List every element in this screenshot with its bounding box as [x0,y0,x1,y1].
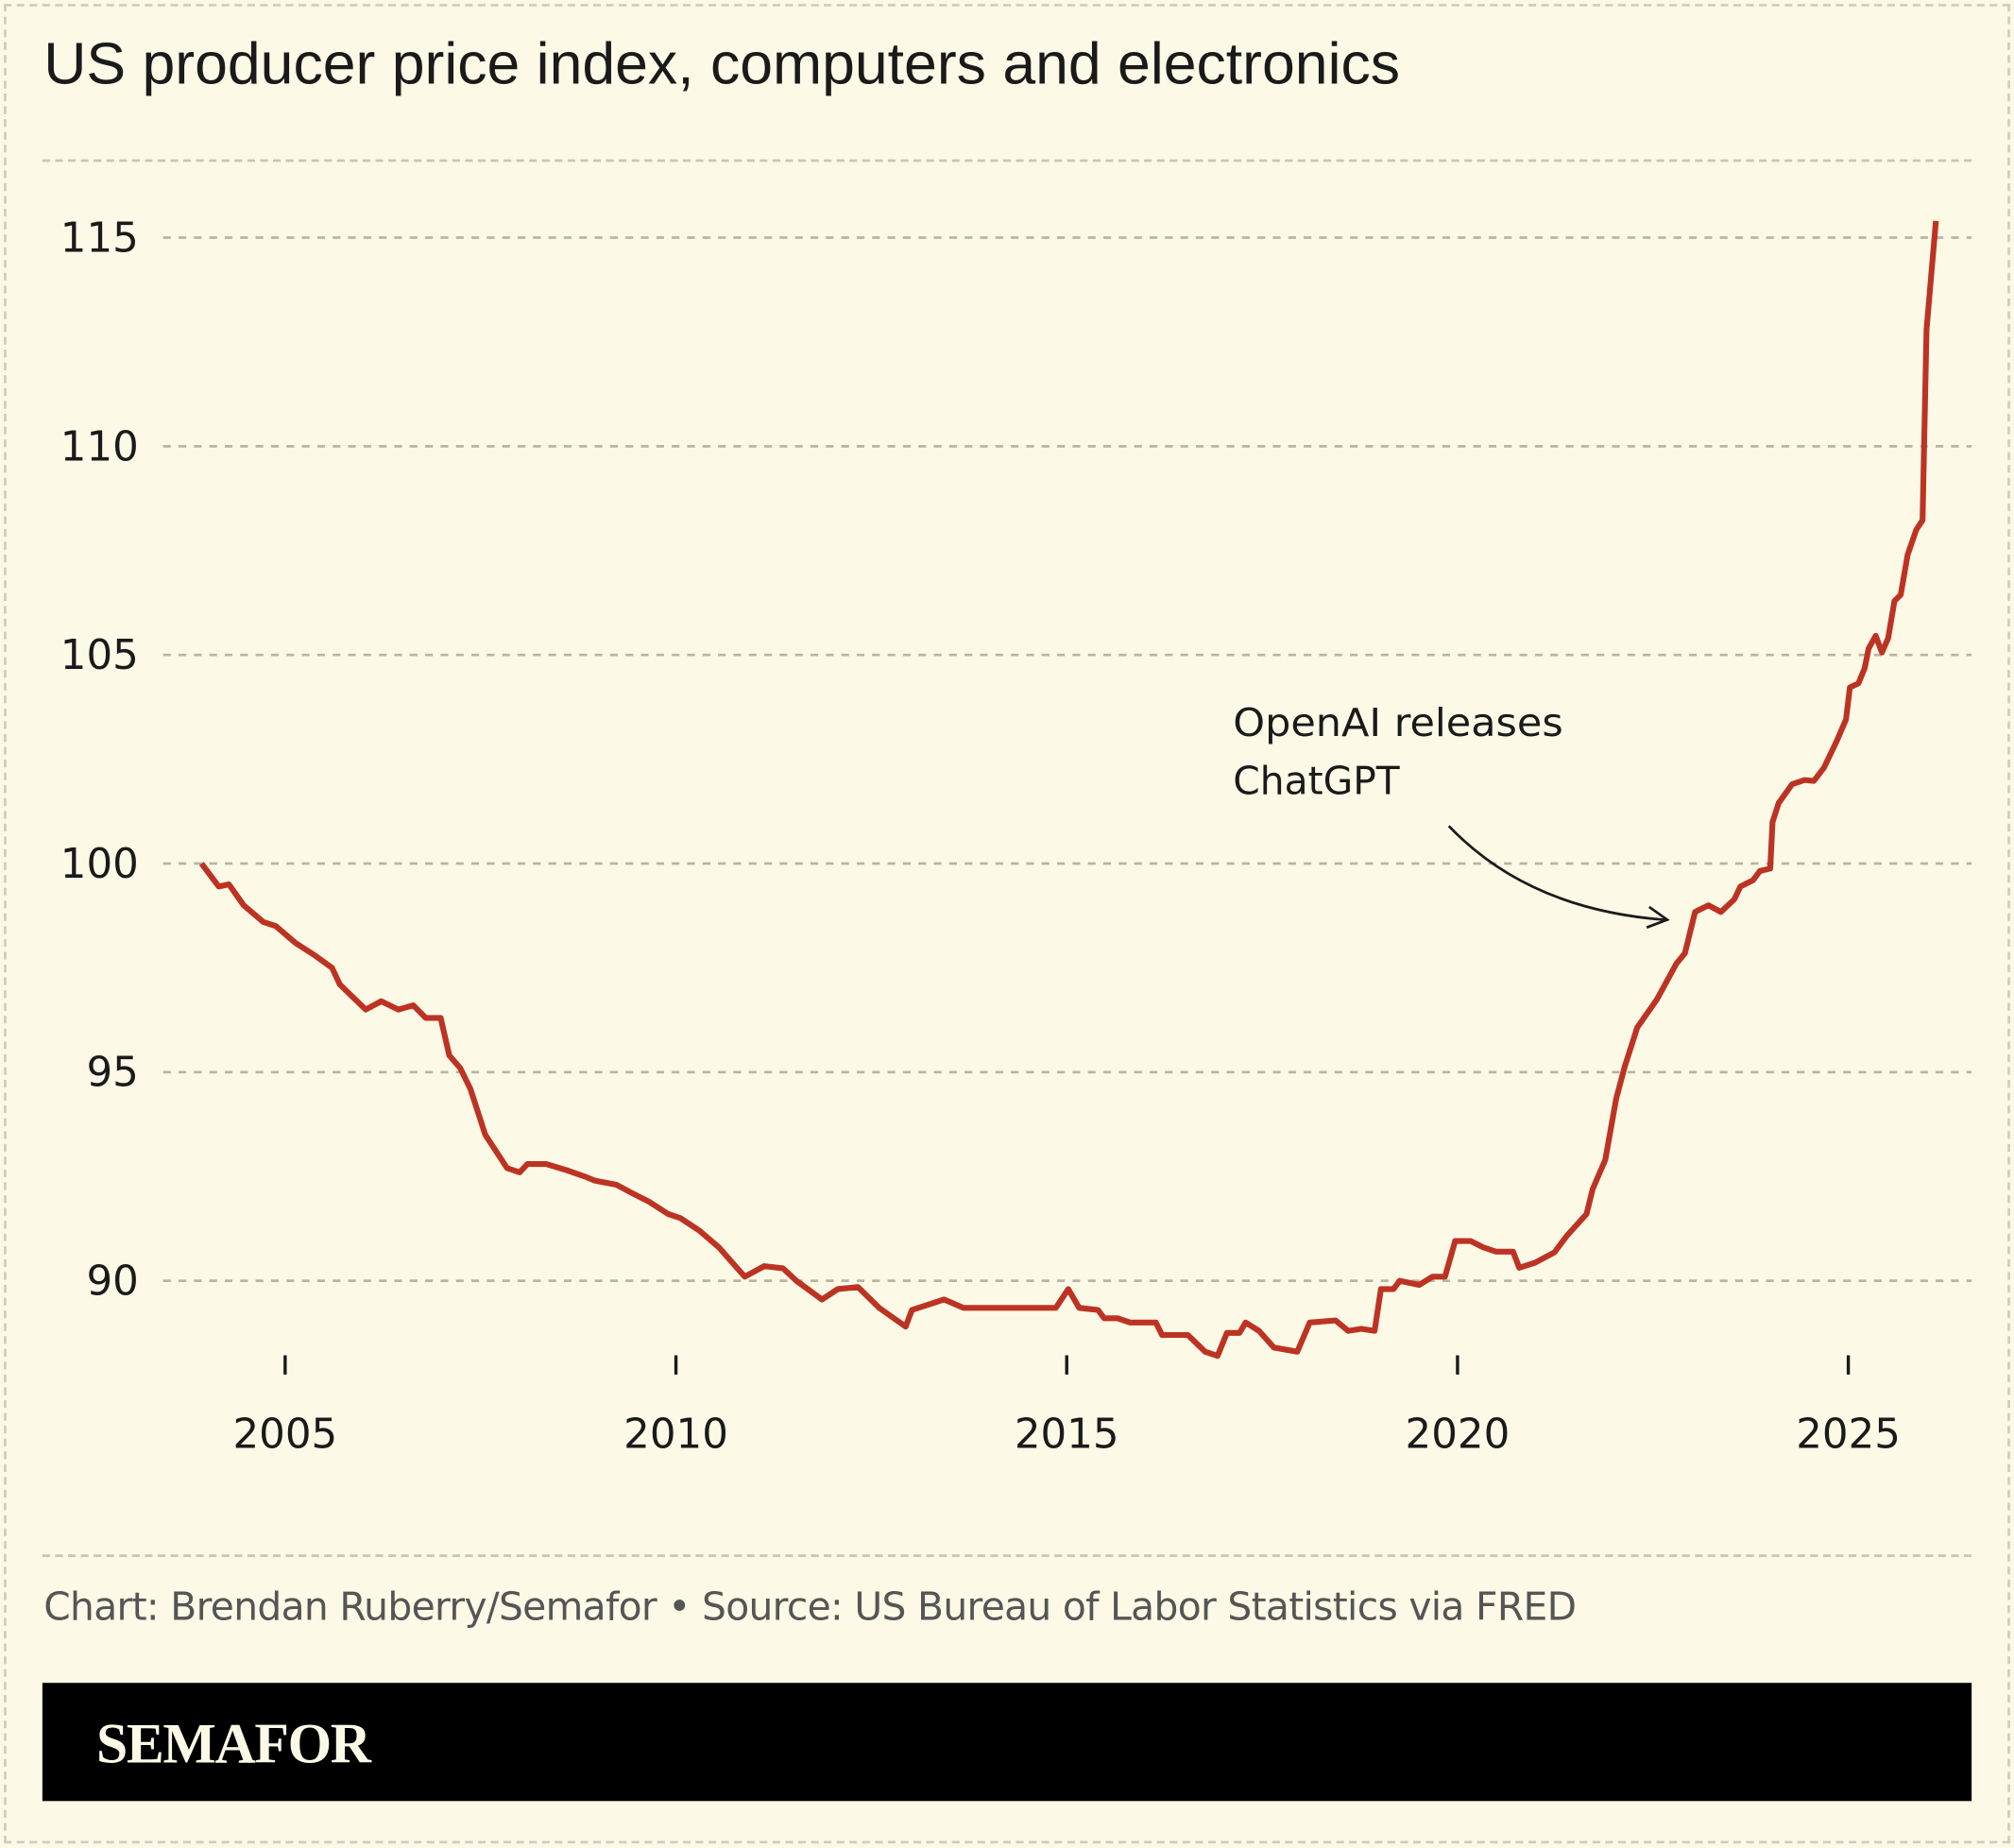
x-tick-label: 2015 [1015,1411,1119,1458]
annotation: OpenAI releases ChatGPT [1233,700,1670,929]
annotation-arrow-icon [1447,825,1665,921]
brand-bar: SEMAFOR [42,1683,1972,1802]
bottom-divider [42,1554,1972,1557]
y-tick-label: 110 [60,423,139,471]
arrowhead-icon [1646,905,1670,929]
y-tick-label: 115 [60,215,139,263]
semafor-logo: SEMAFOR [95,1712,371,1776]
series-line [198,220,1939,1360]
y-tick-label: 105 [60,632,139,679]
line-chart: 90 95 100 105 110 115 2005 2010 2015 2020 2025 Op… [60,215,1972,1458]
y-tick-label: 100 [60,841,139,888]
annotation-line-1: OpenAI releases [1233,700,1562,745]
x-tick-label: 2010 [623,1411,728,1458]
dashed-frame [4,4,2010,1844]
source-credit: Chart: Brendan Ruberry/Semafor • Source:… [43,1584,1577,1631]
y-tick-label: 90 [86,1258,138,1306]
x-tick-label: 2020 [1406,1411,1510,1458]
x-tick-label: 2005 [232,1411,337,1458]
annotation-line-2: ChatGPT [1233,758,1400,803]
top-divider [42,159,1972,163]
x-tick-label: 2025 [1796,1411,1901,1458]
chart-title: US producer price index, computers and e… [43,29,1401,96]
y-tick-label: 95 [86,1050,138,1097]
